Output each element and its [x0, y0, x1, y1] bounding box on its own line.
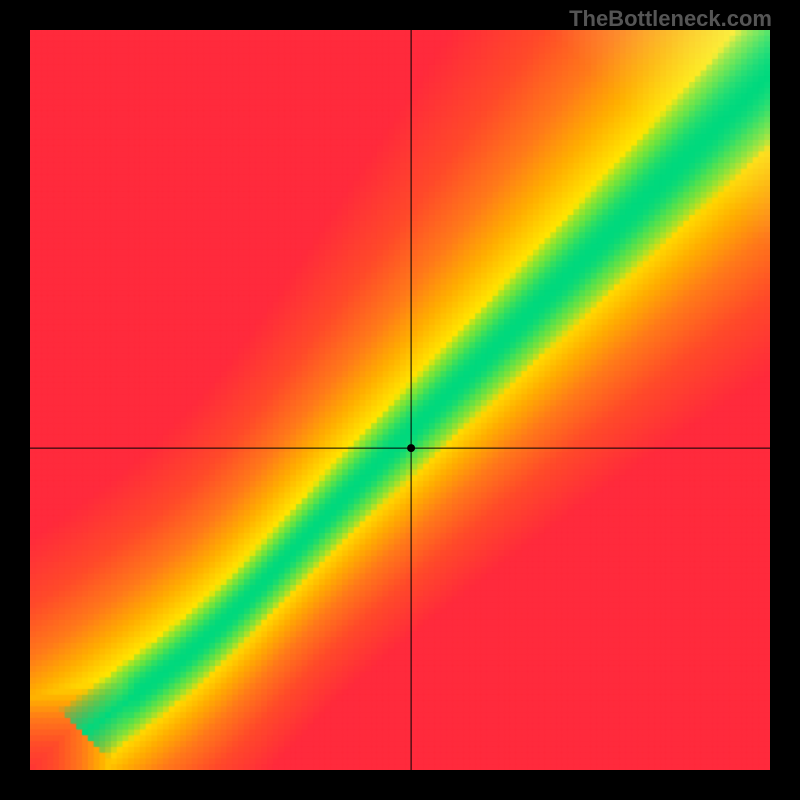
watermark-text: TheBottleneck.com	[569, 6, 772, 32]
chart-container: TheBottleneck.com	[0, 0, 800, 800]
bottleneck-heatmap	[30, 30, 770, 770]
